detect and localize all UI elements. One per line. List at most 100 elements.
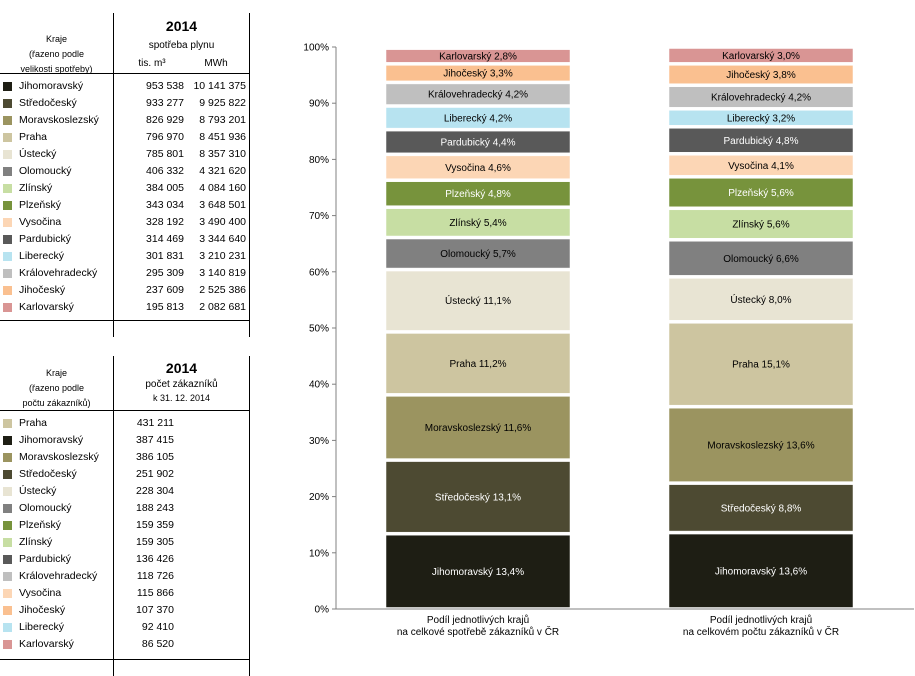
customer-count: 86 520 — [141, 638, 174, 650]
consumption-mwh: 2 082 681 — [199, 301, 246, 313]
customer-count: 115 866 — [136, 587, 174, 599]
region-name: Liberecký — [19, 621, 64, 633]
bar-segment — [385, 534, 571, 608]
bar-segment — [668, 155, 854, 176]
legend-swatch — [2, 115, 13, 126]
consumption-mwh: 2 525 386 — [199, 284, 246, 296]
consumption-mwh: 8 793 201 — [199, 114, 246, 126]
segment-label: Zlínský 5,6% — [732, 220, 789, 231]
table2-row: Olomoucký 188 243 — [0, 500, 250, 517]
table1-row: Karlovarský 195 813 2 082 681 — [0, 299, 250, 316]
bar-segment — [385, 107, 571, 129]
legend-swatch — [2, 234, 13, 245]
legend-swatch — [2, 639, 13, 650]
region-name: Karlovarský — [19, 301, 74, 313]
segment-label: Ústecký 8,0% — [730, 293, 791, 306]
legend-swatch — [2, 166, 13, 177]
table2-year: 2014 — [165, 360, 198, 376]
segment-label: Jihomoravský 13,6% — [715, 566, 807, 577]
table1-row: Olomoucký 406 332 4 321 620 — [0, 163, 250, 180]
consumption-m3: 953 538 — [146, 80, 184, 92]
consumption-mwh: 4 084 160 — [199, 182, 246, 194]
segment-label: Plzeňský 5,6% — [728, 188, 794, 199]
region-name: Vysočina — [19, 587, 62, 599]
category-label: na celkové spotřebě zákazníků v ČR — [397, 625, 559, 638]
consumption-mwh: 8 451 936 — [199, 131, 246, 143]
table1-row: Moravskoslezský 826 929 8 793 201 — [0, 112, 250, 129]
legend-swatch — [2, 217, 13, 228]
customer-count: 431 211 — [136, 417, 174, 429]
region-name: Jihomoravský — [19, 80, 84, 92]
legend-swatch — [2, 435, 13, 446]
consumption-mwh: 10 141 375 — [193, 80, 246, 92]
segment-label: Plzeňský 4,8% — [445, 189, 511, 200]
table2-date: k 31. 12. 2014 — [152, 393, 211, 403]
segment-label: Vysočina 4,1% — [728, 161, 794, 172]
legend-swatch — [2, 622, 13, 633]
legend-swatch — [2, 98, 13, 109]
bar-segment — [668, 278, 854, 321]
segment-label: Středočeský 8,8% — [721, 503, 802, 514]
customer-count: 228 304 — [136, 485, 174, 497]
y-tick-label: 30% — [309, 436, 329, 447]
table1-row: Zlínský 384 005 4 084 160 — [0, 180, 250, 197]
y-tick-label: 10% — [309, 548, 329, 559]
bar-segment — [385, 461, 571, 533]
table1-row: Plzeňský 343 034 3 648 501 — [0, 197, 250, 214]
segment-label: Olomoucký 6,6% — [723, 254, 799, 265]
table2-row: Královehradecký 118 726 — [0, 568, 250, 585]
table1-column-label: Kraje (řazeno podle velikosti spotřeby) — [20, 34, 93, 74]
bar-segment — [668, 241, 854, 276]
segment-label: Pardubický 4,4% — [440, 137, 515, 148]
legend-swatch — [2, 486, 13, 497]
table2-right-border — [249, 356, 250, 676]
consumption-m3: 328 192 — [146, 216, 184, 228]
bar-segment — [385, 208, 571, 237]
consumption-mwh: 3 140 819 — [199, 267, 246, 279]
consumption-mwh: 3 344 640 — [199, 233, 246, 245]
legend-swatch — [2, 520, 13, 531]
customer-count: 107 370 — [136, 604, 174, 616]
legend-swatch — [2, 537, 13, 548]
bar-segment — [668, 48, 854, 63]
bar-segment — [668, 128, 854, 153]
customer-count: 386 105 — [136, 451, 174, 463]
region-name: Zlínský — [19, 182, 53, 194]
bar-segment — [385, 396, 571, 459]
region-name: Karlovarský — [19, 638, 74, 650]
region-name: Jihočeský — [19, 284, 66, 296]
bar-segment — [668, 484, 854, 532]
table2-row: Pardubický 136 426 — [0, 551, 250, 568]
legend-swatch — [2, 132, 13, 143]
segment-label: Praha 15,1% — [732, 360, 790, 371]
table2-row: Vysočina 115 866 — [0, 585, 250, 602]
table1-year: 2014 — [165, 18, 198, 34]
consumption-mwh: 8 357 310 — [199, 148, 246, 160]
region-name: Pardubický — [19, 233, 71, 245]
segment-label: Moravskoslezský 13,6% — [707, 440, 814, 451]
table1-unit2: MWh — [204, 58, 228, 69]
bar-segment — [668, 86, 854, 108]
y-tick-label: 40% — [309, 380, 329, 391]
bar-segment — [668, 178, 854, 208]
table2-row: Praha 431 211 — [0, 415, 250, 432]
table2-row: Jihočeský 107 370 — [0, 602, 250, 619]
legend-swatch — [2, 285, 13, 296]
table2-row: Karlovarský 86 520 — [0, 636, 250, 653]
y-tick-label: 60% — [309, 267, 329, 278]
region-name: Středočeský — [19, 97, 77, 109]
region-name: Pardubický — [19, 553, 71, 565]
legend-swatch — [2, 302, 13, 313]
region-name: Ústecký — [19, 148, 57, 160]
table1-header-line — [0, 73, 250, 74]
region-name: Plzeňský — [19, 519, 62, 531]
table2-subtitle: počet zákazníků — [145, 379, 218, 390]
legend-swatch — [2, 588, 13, 599]
region-name: Liberecký — [19, 250, 64, 262]
region-name: Olomoucký — [19, 502, 72, 514]
segment-label: Pardubický 4,8% — [723, 136, 798, 147]
bar-segment — [668, 209, 854, 239]
legend-swatch — [2, 81, 13, 92]
segment-label: Jihočeský 3,8% — [726, 70, 796, 81]
customer-count: 188 243 — [136, 502, 174, 514]
